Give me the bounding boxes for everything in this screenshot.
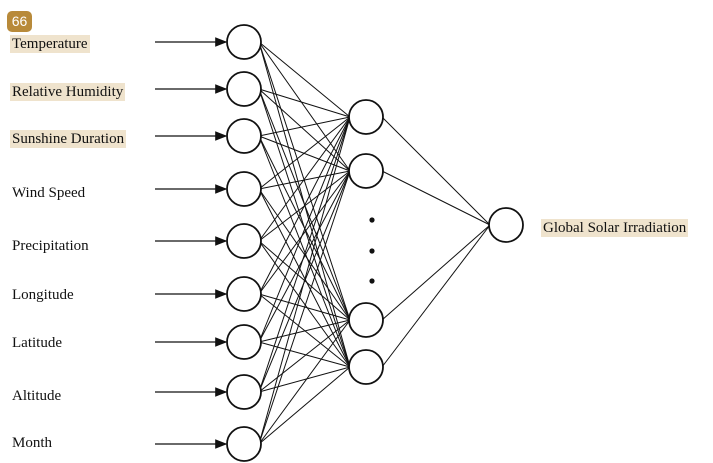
input-node-2: [226, 71, 262, 107]
ellipsis-dot-1: [369, 217, 375, 223]
connection-line: [258, 188, 351, 368]
connection-line: [258, 319, 351, 393]
input-node-4: [226, 171, 262, 207]
input-label-latitude: Latitude: [12, 335, 62, 351]
input-node-1: [226, 24, 262, 60]
connection-line: [258, 366, 351, 445]
input-label-longitude: Longitude: [12, 287, 74, 303]
output-node: [488, 207, 524, 243]
input-node-3: [226, 118, 262, 154]
ellipsis-dot-2: [369, 248, 375, 254]
connection-line: [258, 116, 351, 137]
connection-line: [258, 116, 351, 295]
connection-line: [258, 116, 351, 242]
ellipsis-dot-3: [369, 278, 375, 284]
connection-line: [381, 224, 491, 368]
hidden-node-3: [348, 302, 384, 338]
connection-line: [258, 116, 351, 343]
connection-line: [258, 319, 351, 445]
connection-line: [258, 116, 351, 190]
input-label-relative-humidity: Relative Humidity: [10, 83, 126, 101]
input-label-temperature: Temperature: [10, 35, 90, 53]
annotation-badge: 66: [7, 11, 32, 32]
hidden-node-4: [348, 349, 384, 385]
connection-line: [258, 366, 351, 393]
input-node-7: [226, 324, 262, 360]
connection-line: [258, 135, 351, 321]
connection-line: [381, 170, 491, 226]
connection-line: [258, 170, 351, 445]
input-label-precipitation: Precipitation: [12, 238, 89, 254]
input-label-wind-speed: Wind Speed: [12, 185, 86, 201]
input-label-month: Month: [12, 435, 53, 451]
connection-line: [258, 116, 351, 445]
connection-line: [258, 41, 351, 172]
connection-line: [258, 341, 351, 368]
input-label-sunshine-duration: Sunshine Duration: [10, 130, 127, 148]
connection-line: [381, 224, 491, 321]
connection-line: [258, 41, 351, 118]
hidden-node-1: [348, 99, 384, 135]
connection-line: [258, 88, 351, 118]
hidden-node-2: [348, 153, 384, 189]
connection-line: [258, 170, 351, 343]
connection-line: [258, 240, 351, 368]
connection-line: [258, 88, 351, 172]
input-node-5: [226, 223, 262, 259]
connection-line: [258, 116, 351, 393]
input-node-8: [226, 374, 262, 410]
input-label-altitude: Altitude: [12, 388, 62, 404]
connection-line: [381, 116, 491, 226]
connection-line: [258, 135, 351, 368]
connection-line: [258, 41, 351, 321]
connection-line: [258, 319, 351, 343]
connection-line: [258, 170, 351, 190]
connection-line: [258, 170, 351, 295]
input-node-9: [226, 426, 262, 462]
output-label: Global Solar Irradiation: [541, 219, 689, 237]
input-node-6: [226, 276, 262, 312]
